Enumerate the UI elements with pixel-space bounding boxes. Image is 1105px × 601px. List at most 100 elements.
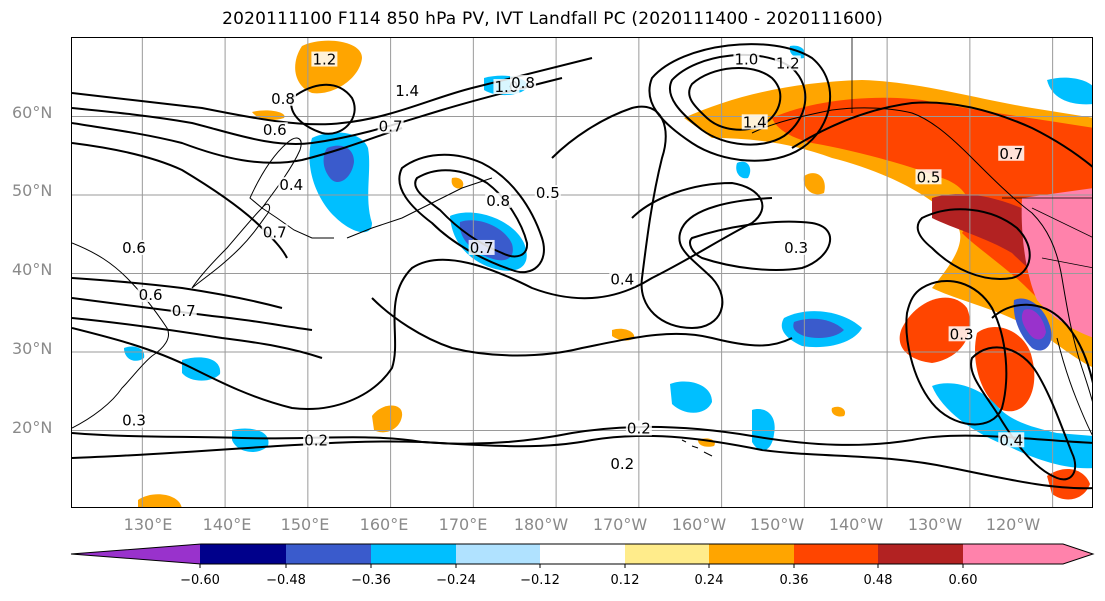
colorbar-tick-label: −0.24: [436, 573, 476, 588]
colorbar-tick-label: 0.24: [694, 573, 724, 588]
lat-label-60n: 60°N: [12, 103, 53, 122]
lon-label-140e: 140°E: [202, 515, 252, 534]
colorbar-segment: [71, 544, 201, 564]
lon-label-160w: 160°W: [671, 515, 727, 534]
colorbar-tick-label: −0.60: [180, 573, 220, 588]
pv-contour: [791, 101, 1092, 168]
lon-label-150w: 150°W: [749, 515, 805, 534]
contour-label: 0.4: [279, 176, 303, 194]
colorbar-tick-label: 0.48: [863, 573, 893, 588]
lon-label-170e: 170°E: [438, 515, 488, 534]
lon-label-120w: 120°W: [985, 515, 1041, 534]
contour-label-bg: [948, 326, 975, 342]
contour-label: 1.0: [735, 51, 759, 69]
contour-label-bg: [510, 75, 537, 91]
contour-label-bg: [261, 122, 288, 138]
pv-contour: [905, 279, 1008, 426]
asia-coastline: [72, 242, 169, 429]
lat-label-40n: 40°N: [12, 260, 53, 279]
negative-anomaly-region: [1047, 77, 1092, 105]
contour-label-bg: [121, 239, 148, 255]
colorbar-segment: [709, 544, 794, 564]
colorbar-tick-label: 0.36: [779, 573, 809, 588]
contour-label: 0.3: [950, 325, 974, 343]
contour-label: 0.3: [784, 239, 808, 257]
lon-label-160e: 160°E: [359, 515, 409, 534]
colorbar-tick-label: 0.12: [610, 573, 640, 588]
pv-contour: [371, 297, 793, 357]
contour-label-bg: [170, 302, 197, 318]
lon-label-130e: 130°E: [123, 515, 173, 534]
colorbar-segment: [625, 544, 709, 564]
contour-label-bg: [733, 51, 760, 67]
pv-contour: [72, 297, 313, 331]
contour-label-bg: [783, 239, 810, 255]
pv-contour: [72, 277, 283, 309]
pv-contour: [72, 181, 764, 410]
colorbar-tick-label: −0.12: [520, 573, 560, 588]
colorbar-tick-label: −0.36: [351, 573, 391, 588]
pv-contour: [551, 105, 773, 330]
lat-label-30n: 30°N: [12, 339, 53, 358]
map-title: 2020111100 F114 850 hPa PV, IVT Landfall…: [222, 9, 883, 29]
pv-contour: [290, 83, 356, 135]
negative-anomaly-core: [323, 145, 354, 183]
kamchatka-coastline: [249, 137, 302, 209]
contour-label-layer: 0.81.00.81.0 1.21.21.41.40.70.60.40.70.60…: [121, 51, 1025, 473]
contour-label: 0.6: [139, 286, 163, 304]
contour-label: 0.2: [627, 420, 651, 438]
pv-contour: [72, 317, 323, 359]
hawaii-islands: [681, 439, 713, 457]
negative-anomaly-region: [932, 383, 1092, 469]
colorbar-segment: [456, 544, 540, 564]
contour-label: 0.8: [486, 192, 510, 210]
colorbar-segment: [540, 544, 625, 564]
canada-border: [851, 38, 1092, 269]
contour-label: 0.8: [511, 74, 535, 92]
contour-label-bg: [278, 177, 305, 193]
pv-contour: [72, 122, 403, 164]
colorbar-tick-label: 0.60: [948, 573, 978, 588]
positive-anomaly-peak: [1021, 188, 1092, 338]
contour-label: 0.7: [172, 302, 196, 320]
contour-label-bg: [137, 287, 164, 303]
negative-anomaly-region: [182, 357, 221, 381]
negative-anomaly-core: [1021, 309, 1046, 340]
lat-label-20n: 20°N: [12, 418, 53, 437]
contour-label: 0.8: [271, 90, 295, 108]
colorbar-segment: [200, 544, 286, 564]
contour-label: 1.2: [776, 54, 800, 72]
contour-label: 0.3: [122, 412, 146, 430]
contour-label-bg: [394, 82, 421, 98]
japan-coastline: [191, 203, 271, 289]
contour-label-bg: [468, 239, 495, 255]
lon-label-130w: 130°W: [907, 515, 963, 534]
colorbar-outline: [70, 543, 1095, 565]
pv-contours: [72, 43, 1092, 490]
contour-label-bg: [915, 169, 942, 185]
contour-label-bg: [741, 114, 768, 130]
contour-label: 0.4: [999, 431, 1023, 449]
pv-contour: [648, 43, 832, 162]
pv-contour: [72, 142, 288, 259]
colorbar-tick-label: −0.48: [266, 573, 306, 588]
positive-anomaly-region: [138, 494, 182, 507]
map-panel: 0.8 1.0 0.8 1.0 1.2 1.2 1.4 1.4 0.7 0.6 0.4 0.7 0.6 0…: [71, 37, 1093, 508]
contour-label-bg: [121, 412, 148, 428]
contour-label-bg: [270, 90, 297, 106]
negative-anomaly-region: [752, 409, 775, 451]
negative-anomaly-core: [793, 318, 844, 338]
contour-label-bg: [311, 51, 338, 67]
colorbar-segment: [794, 544, 878, 564]
contour-label: 0.5: [917, 168, 941, 186]
contour-label: 1.4: [743, 113, 767, 131]
positive-anomaly-region: [803, 173, 825, 195]
alaska-coastline: [751, 107, 1092, 402]
lat-label-50n: 50°N: [12, 181, 53, 200]
negative-anomaly-region: [124, 346, 145, 361]
contour-label-bg: [303, 432, 330, 448]
contour-label-bg: [485, 192, 512, 208]
pv-contour: [414, 169, 529, 258]
contour-label: 0.7: [379, 117, 403, 135]
positive-anomaly-region: [451, 177, 464, 189]
